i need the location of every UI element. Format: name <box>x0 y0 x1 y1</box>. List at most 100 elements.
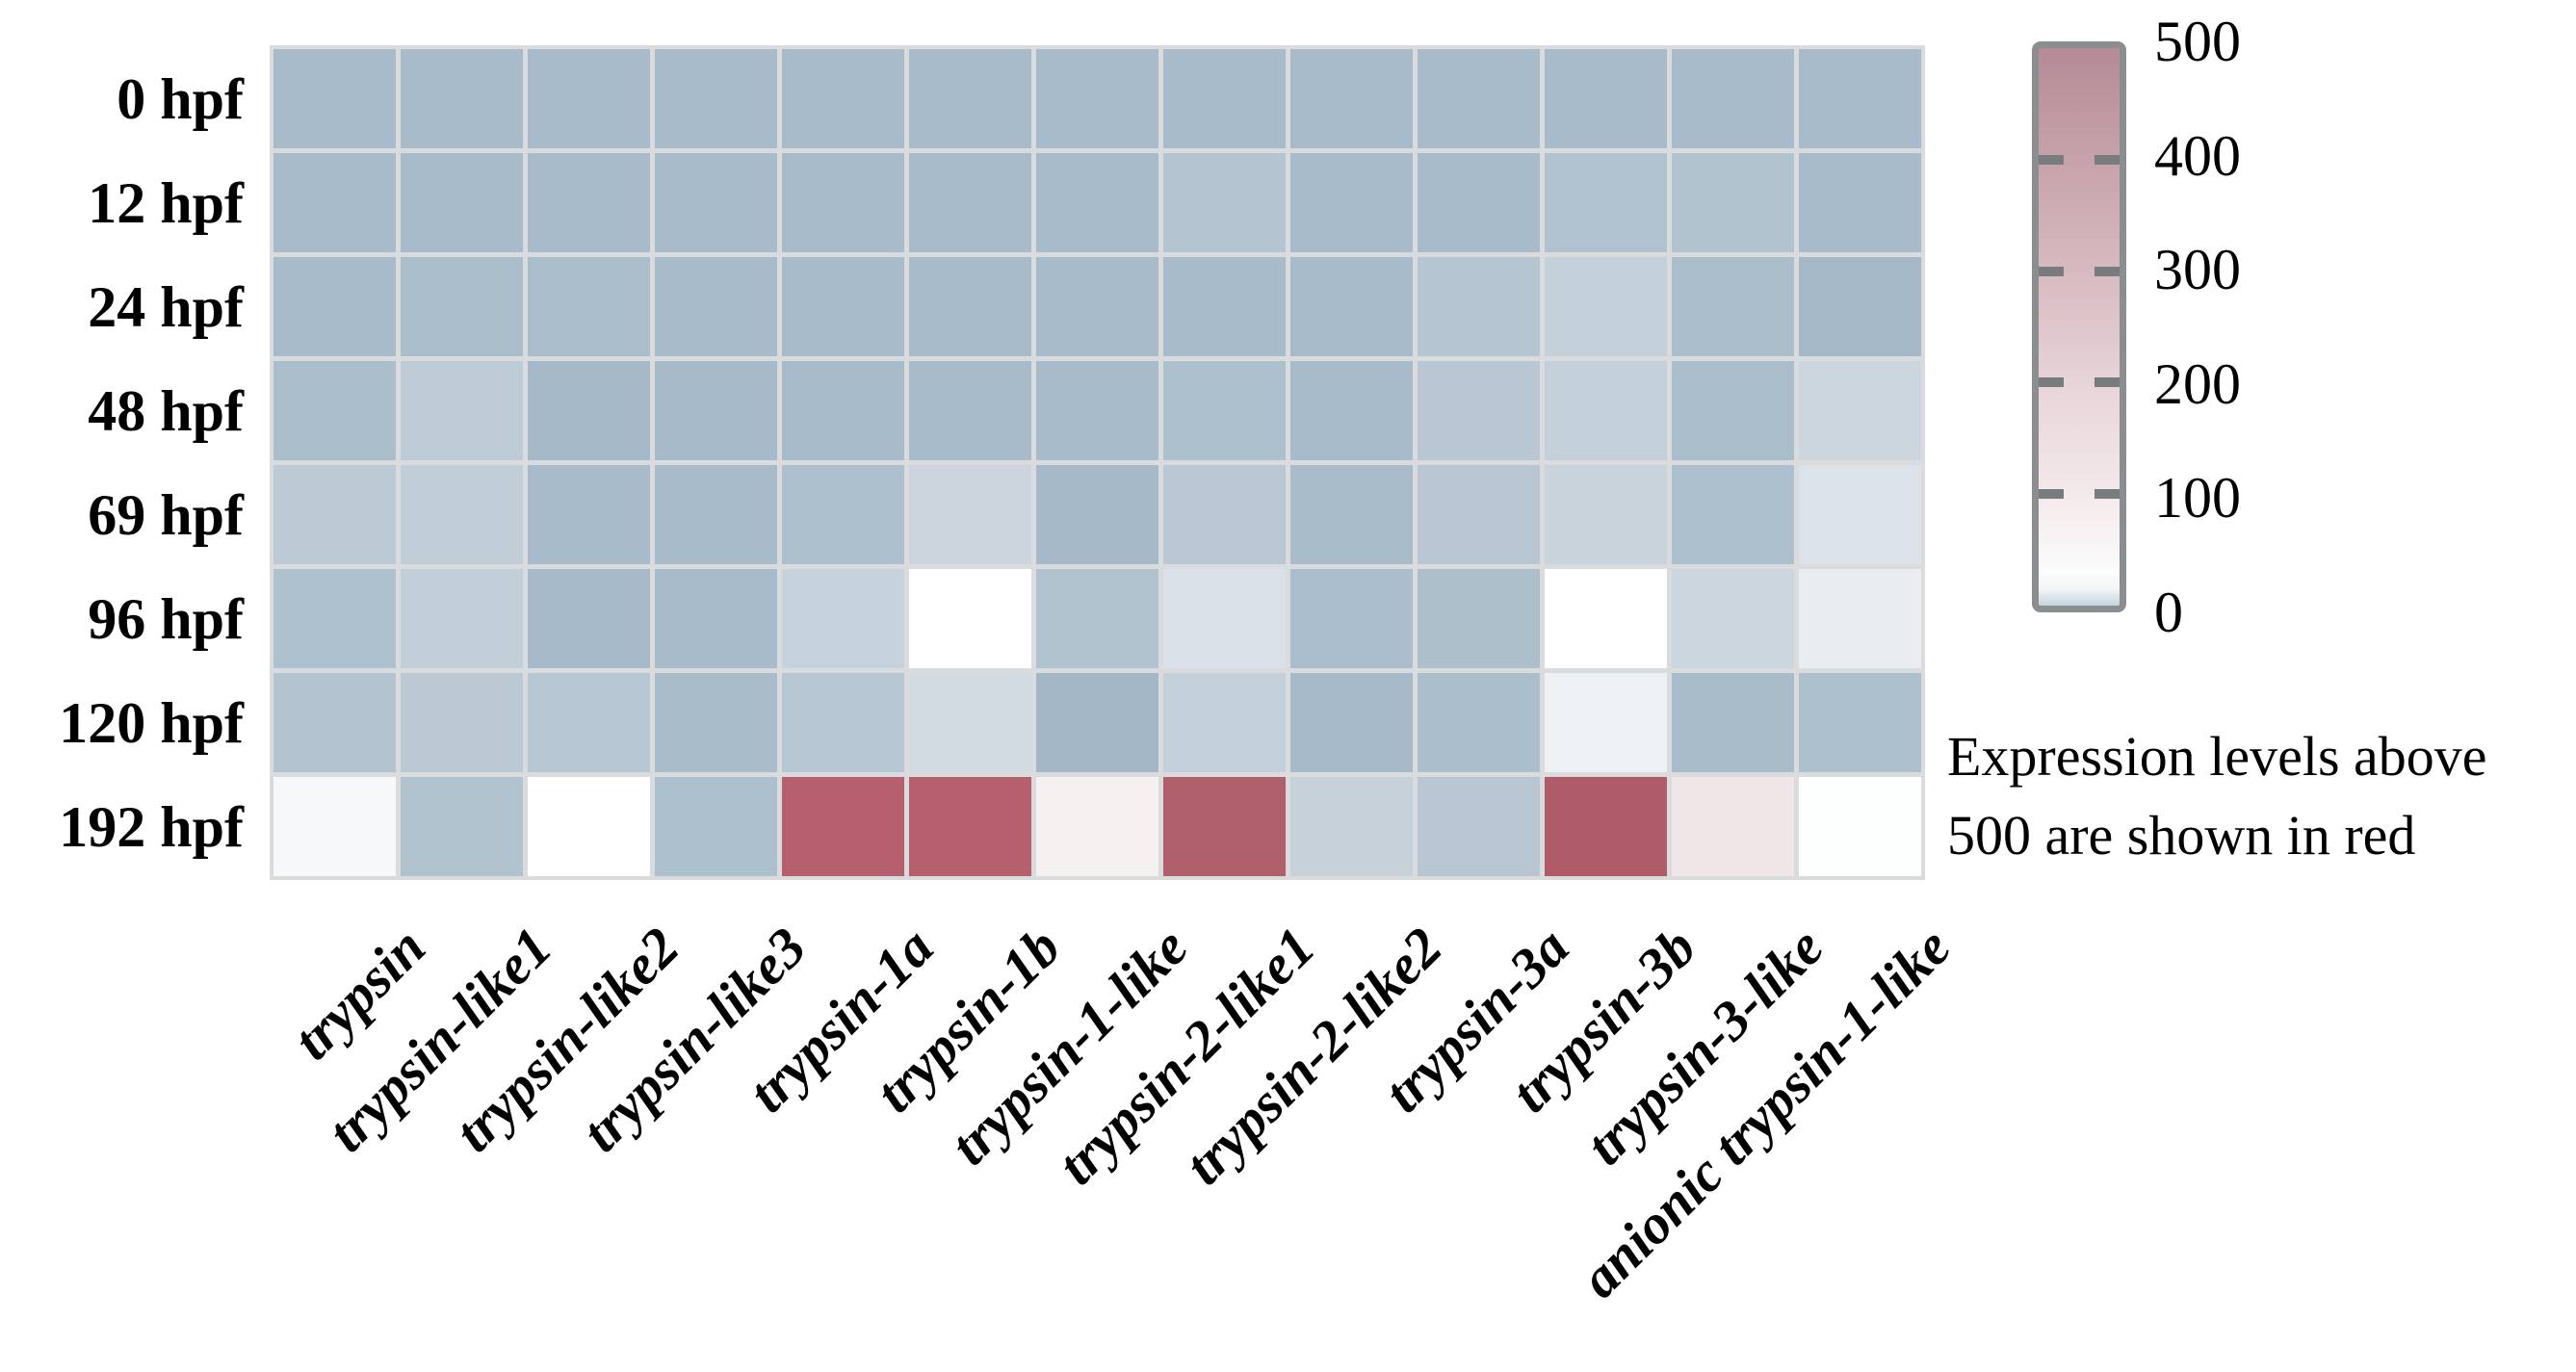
heatmap-cell-12hpf-trypsin-3b <box>1545 153 1667 252</box>
heatmap-cell-48hpf-trypsin-like3 <box>655 361 777 460</box>
heatmap-cell-120hpf-trypsin-2-like2 <box>1290 673 1413 772</box>
heatmap-cell-192hpf-trypsin-3b <box>1545 777 1667 876</box>
heatmap-cell-0hpf-trypsin-1-like <box>1036 49 1158 148</box>
heatmap-cell-120hpf-trypsin-like1 <box>401 673 523 772</box>
heatmap-cell-0hpf-trypsin-3a <box>1418 49 1540 148</box>
heatmap-cell-192hpf-trypsin-3-like <box>1672 777 1794 876</box>
heatmap-cell-48hpf-trypsin <box>273 361 396 460</box>
colorbar-tick <box>2095 154 2120 165</box>
heatmap-cell-0hpf-trypsin <box>273 49 396 148</box>
heatmap-cell-192hpf-trypsin-1-like <box>1036 777 1158 876</box>
heatmap-cell-120hpf-trypsin-3a <box>1418 673 1540 772</box>
heatmap-cell-192hpf-anionic trypsin-1-like <box>1799 777 1921 876</box>
heatmap-cell-96hpf-trypsin-2-like2 <box>1290 569 1413 668</box>
heatmap-cell-192hpf-trypsin-1a <box>782 777 904 876</box>
heatmap-cell-48hpf-trypsin-1-like <box>1036 361 1158 460</box>
heatmap-cell-48hpf-trypsin-3-like <box>1672 361 1794 460</box>
colorbar-tick <box>2095 377 2120 388</box>
heatmap-cell-120hpf-trypsin <box>273 673 396 772</box>
heatmap-cell-24hpf-trypsin-2-like2 <box>1290 257 1413 356</box>
heatmap-cell-69hpf-trypsin-2-like1 <box>1163 465 1286 564</box>
heatmap-cell-12hpf-trypsin-2-like2 <box>1290 153 1413 252</box>
heatmap-cell-69hpf-trypsin-1-like <box>1036 465 1158 564</box>
heatmap-cell-69hpf-trypsin-2-like2 <box>1290 465 1413 564</box>
heatmap-cell-120hpf-trypsin-3-like <box>1672 673 1794 772</box>
heatmap-cell-69hpf-anionic trypsin-1-like <box>1799 465 1921 564</box>
colorbar-tick <box>2039 489 2064 500</box>
colorbar-tick <box>2039 266 2064 276</box>
heatmap-cell-24hpf-trypsin-2-like1 <box>1163 257 1286 356</box>
heatmap-cell-69hpf-trypsin-1a <box>782 465 904 564</box>
heatmap-cell-120hpf-trypsin-like2 <box>528 673 650 772</box>
heatmap-cell-69hpf-trypsin-1b <box>909 465 1031 564</box>
heatmap-cell-120hpf-trypsin-1-like <box>1036 673 1158 772</box>
heatmap-cell-12hpf-trypsin-1-like <box>1036 153 1158 252</box>
heatmap-cell-48hpf-trypsin-2-like2 <box>1290 361 1413 460</box>
y-axis-label-96hpf: 96 hpf <box>88 587 244 651</box>
heatmap-cell-96hpf-trypsin-3b <box>1545 569 1667 668</box>
heatmap-cell-192hpf-trypsin-like1 <box>401 777 523 876</box>
heatmap-cell-0hpf-trypsin-like2 <box>528 49 650 148</box>
heatmap-cell-96hpf-trypsin-1-like <box>1036 569 1158 668</box>
y-axis-label-69hpf: 69 hpf <box>88 483 244 547</box>
heatmap-cell-69hpf-trypsin-like1 <box>401 465 523 564</box>
colorbar <box>2032 41 2126 612</box>
heatmap-cell-12hpf-trypsin-like2 <box>528 153 650 252</box>
heatmap-cell-48hpf-trypsin-1a <box>782 361 904 460</box>
heatmap-cell-120hpf-trypsin-like3 <box>655 673 777 772</box>
heatmap-cell-12hpf-trypsin-like3 <box>655 153 777 252</box>
heatmap-cell-0hpf-trypsin-3b <box>1545 49 1667 148</box>
heatmap-cell-12hpf-trypsin-3a <box>1418 153 1540 252</box>
heatmap-cell-96hpf-trypsin-like1 <box>401 569 523 668</box>
heatmap-cell-192hpf-trypsin-like2 <box>528 777 650 876</box>
heatmap-cell-24hpf-trypsin-3a <box>1418 257 1540 356</box>
heatmap-cell-69hpf-trypsin-like3 <box>655 465 777 564</box>
heatmap-cell-12hpf-trypsin-1b <box>909 153 1031 252</box>
heatmap-cell-12hpf-anionic trypsin-1-like <box>1799 153 1921 252</box>
heatmap-cell-24hpf-anionic trypsin-1-like <box>1799 257 1921 356</box>
heatmap-cell-69hpf-trypsin-3a <box>1418 465 1540 564</box>
heatmap-cell-96hpf-trypsin-3a <box>1418 569 1540 668</box>
heatmap-cell-96hpf-trypsin-3-like <box>1672 569 1794 668</box>
heatmap-cell-48hpf-trypsin-3b <box>1545 361 1667 460</box>
heatmap-cell-48hpf-trypsin-3a <box>1418 361 1540 460</box>
heatmap-cell-96hpf-trypsin <box>273 569 396 668</box>
heatmap-cell-12hpf-trypsin-like1 <box>401 153 523 252</box>
heatmap-cell-24hpf-trypsin-3-like <box>1672 257 1794 356</box>
heatmap-cell-24hpf-trypsin-1-like <box>1036 257 1158 356</box>
heatmap-cell-96hpf-trypsin-like3 <box>655 569 777 668</box>
heatmap-cell-120hpf-trypsin-3b <box>1545 673 1667 772</box>
heatmap-cell-24hpf-trypsin-like1 <box>401 257 523 356</box>
heatmap-cell-120hpf-trypsin-1b <box>909 673 1031 772</box>
colorbar-label-400: 400 <box>2154 123 2241 188</box>
y-axis-label-192hpf: 192 hpf <box>59 795 244 859</box>
heatmap-cell-192hpf-trypsin <box>273 777 396 876</box>
colorbar-tick <box>2095 489 2120 500</box>
colorbar-label-200: 200 <box>2154 351 2241 416</box>
y-axis-label-120hpf: 120 hpf <box>59 691 244 755</box>
heatmap-cell-0hpf-trypsin-3-like <box>1672 49 1794 148</box>
heatmap-cell-48hpf-trypsin-like2 <box>528 361 650 460</box>
heatmap-cell-24hpf-trypsin-1a <box>782 257 904 356</box>
colorbar-tick <box>2039 377 2064 388</box>
heatmap-cell-0hpf-trypsin-1a <box>782 49 904 148</box>
heatmap-cell-96hpf-anionic trypsin-1-like <box>1799 569 1921 668</box>
heatmap-cell-192hpf-trypsin-1b <box>909 777 1031 876</box>
heatmap-cell-192hpf-trypsin-like3 <box>655 777 777 876</box>
heatmap-cell-192hpf-trypsin-2-like1 <box>1163 777 1286 876</box>
heatmap-cell-48hpf-trypsin-2-like1 <box>1163 361 1286 460</box>
heatmap-cell-48hpf-trypsin-like1 <box>401 361 523 460</box>
heatmap-cell-120hpf-trypsin-2-like1 <box>1163 673 1286 772</box>
heatmap-cell-0hpf-trypsin-2-like1 <box>1163 49 1286 148</box>
colorbar-note-line1: Expression levels above <box>1947 725 2487 788</box>
heatmap-cell-24hpf-trypsin-like2 <box>528 257 650 356</box>
heatmap-cell-12hpf-trypsin-1a <box>782 153 904 252</box>
heatmap-cell-0hpf-trypsin-like1 <box>401 49 523 148</box>
colorbar-note-line2: 500 are shown in red <box>1947 804 2416 867</box>
heatmap-cell-120hpf-anionic trypsin-1-like <box>1799 673 1921 772</box>
heatmap-cell-48hpf-anionic trypsin-1-like <box>1799 361 1921 460</box>
heatmap-cell-120hpf-trypsin-1a <box>782 673 904 772</box>
heatmap-cell-96hpf-trypsin-like2 <box>528 569 650 668</box>
heatmap-cell-0hpf-trypsin-1b <box>909 49 1031 148</box>
